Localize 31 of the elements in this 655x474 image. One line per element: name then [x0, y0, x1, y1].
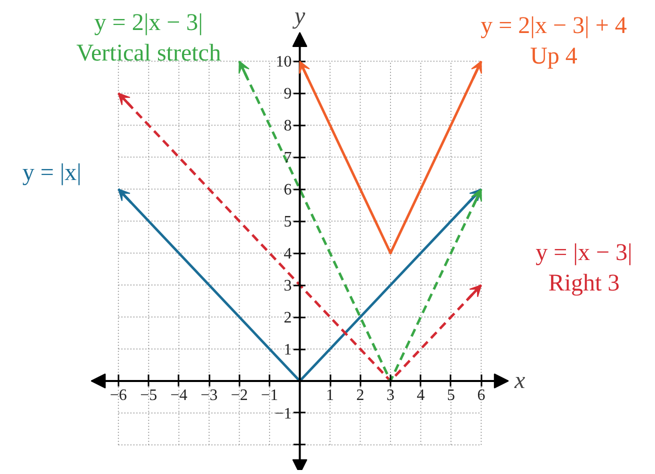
y-tick-label: 3	[284, 278, 292, 295]
y-tick-label: 6	[284, 182, 292, 199]
x-tick-label: 1	[326, 386, 334, 404]
series-label: y = 2|x − 3|	[94, 10, 203, 36]
annotation: Vertical stretch	[76, 40, 221, 66]
y-tick-label: 2	[284, 310, 292, 327]
x-tick-label: 4	[416, 386, 425, 404]
y-tick-label: 1	[284, 342, 292, 359]
y-tick-label: 5	[284, 214, 292, 231]
x-tick-label: −1	[261, 386, 278, 404]
x-tick-label: 2	[356, 386, 364, 404]
x-axis-title: x	[513, 368, 526, 394]
x-tick-label: 5	[446, 386, 455, 404]
y-tick-label: −1	[274, 405, 292, 422]
x-tick-label: −2	[230, 386, 248, 404]
text: Right 3	[548, 270, 620, 296]
x-tick-label: 3	[386, 386, 394, 404]
x-tick-label: 6	[477, 386, 486, 404]
y-tick-label: 10	[276, 54, 292, 71]
y-tick-label: 4	[284, 246, 292, 263]
x-tick-label: −6	[110, 386, 127, 404]
y-tick-label: 8	[284, 118, 292, 135]
text: y = |x − 3|	[536, 240, 632, 266]
x-tick-label: −3	[200, 386, 218, 404]
x-tick-label: −5	[140, 386, 158, 404]
series-label: y = 2|x − 3| + 4	[480, 13, 627, 40]
y-axis-title: y	[292, 3, 306, 30]
text: Up 4	[530, 43, 578, 70]
y-tick-label: 9	[284, 86, 292, 103]
series-label: y = |x|	[22, 160, 82, 186]
x-tick-label: −4	[170, 386, 188, 404]
